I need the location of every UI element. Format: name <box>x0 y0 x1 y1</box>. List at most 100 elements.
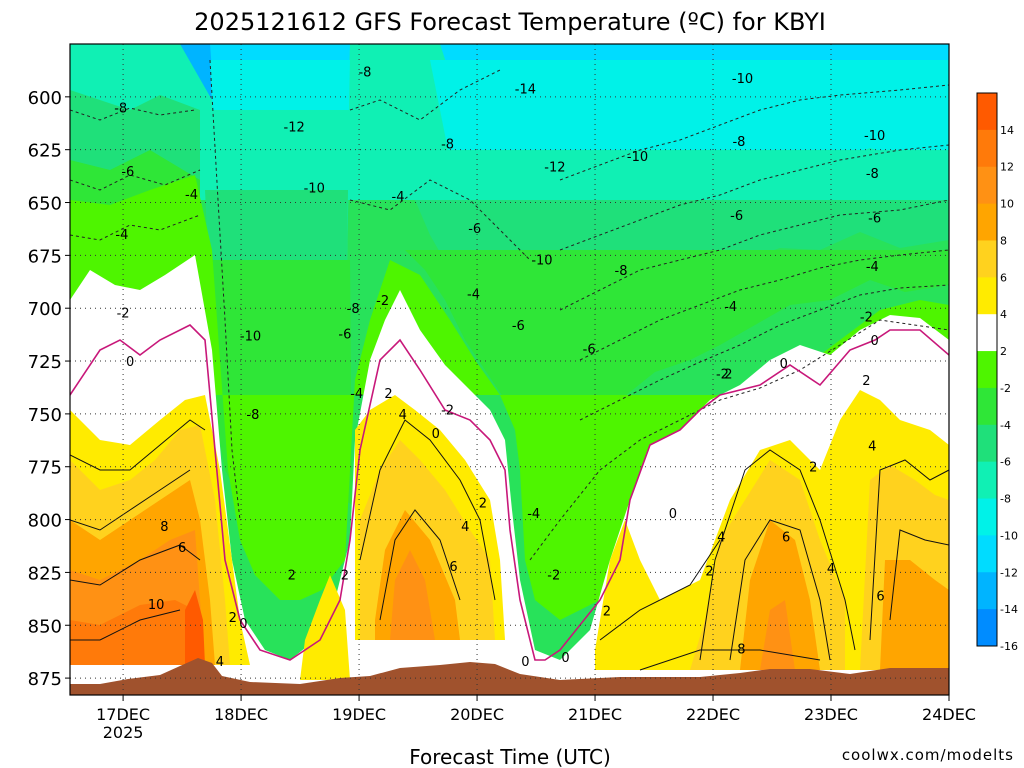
y-axis: 600 625 650 675 700 725 750 775 800 825 850 875 <box>28 88 70 690</box>
contour-label: 4 <box>216 655 224 670</box>
contour-label: -6 <box>583 342 596 357</box>
y-tick-label: 675 <box>28 246 62 267</box>
contour-line-negative <box>70 214 201 241</box>
colorbar-swatch <box>977 498 997 536</box>
contour-line-positive <box>699 449 856 661</box>
contour-label: -2 <box>860 311 873 326</box>
contour-label: -8 <box>441 137 454 152</box>
contour-line-positive <box>729 519 831 661</box>
x-tick-label: 21DEC <box>568 705 622 724</box>
contour-label: 2 <box>862 374 870 389</box>
contour-label: -2 <box>547 569 560 584</box>
contour-label: 2 <box>288 569 296 584</box>
x-tick-label: 18DEC <box>214 705 268 724</box>
contour-label: 0 <box>669 507 677 522</box>
y-tick-label: 650 <box>28 194 62 215</box>
colorbar-swatch <box>977 351 997 389</box>
colorbar-tick-label: -10 <box>1000 529 1018 542</box>
y-tick-label: 700 <box>28 299 62 320</box>
contour-label: 6 <box>449 560 457 575</box>
contour-label: 6 <box>782 530 790 545</box>
y-tick-label: 725 <box>28 352 62 373</box>
contour-line-negative <box>559 199 949 311</box>
y-tick-label: 625 <box>28 141 62 162</box>
contour-label: -10 <box>240 330 261 345</box>
y-tick-label: 825 <box>28 563 62 584</box>
contour-label: 6 <box>876 590 884 605</box>
x-tick-label: 20DEC <box>450 705 504 724</box>
contour-line-zero <box>70 324 949 661</box>
contour-label: -4 <box>115 228 128 243</box>
contour-label: 2 <box>229 611 237 626</box>
contour-label: -10 <box>304 182 325 197</box>
x-tick-label: 24DEC <box>922 705 976 724</box>
contour-label: -2 <box>376 294 389 309</box>
colorbar-tick-label: 14 <box>1000 124 1014 137</box>
contour-label: -8 <box>358 65 371 80</box>
x-tick-label: 19DEC <box>332 705 386 724</box>
contour-line-positive <box>70 609 181 641</box>
contour-label: 8 <box>160 520 168 535</box>
contour-label: 4 <box>717 530 725 545</box>
contour-label: -10 <box>732 72 753 87</box>
contour-line-positive <box>70 419 206 471</box>
x-axis-year-label: 2025 <box>103 723 144 742</box>
colorbar-swatch <box>977 277 997 315</box>
colorbar-tick-label: 2 <box>1000 345 1007 358</box>
contour-label: -2 <box>117 306 130 321</box>
y-tick-label: 775 <box>28 458 62 479</box>
chart-title: 2025121612 GFS Forecast Temperature (ºC)… <box>194 8 826 36</box>
y-tick-label: 850 <box>28 616 62 637</box>
contour-line-positive <box>70 544 201 586</box>
colorbar-swatch <box>977 240 997 278</box>
contour-label: 4 <box>461 520 469 535</box>
y-tick-label: 600 <box>28 88 62 109</box>
temperature-band <box>185 590 205 665</box>
contour-label: 0 <box>521 655 529 670</box>
credit-text: coolwx.com/modelts <box>842 746 1014 764</box>
contour-label: -6 <box>730 209 743 224</box>
temperature-band <box>200 250 949 510</box>
colorbar-tick-label: -8 <box>1000 493 1011 506</box>
contour-label: -14 <box>515 82 536 97</box>
contour-label: -2 <box>441 404 454 419</box>
colorbar-swatch <box>977 129 997 168</box>
colorbar-swatch <box>977 314 997 352</box>
contour-label: 6 <box>178 541 186 556</box>
contour-label: 4 <box>868 440 876 455</box>
contour-label: -6 <box>338 328 351 343</box>
contour-label: -8 <box>246 408 259 423</box>
temperature-bands <box>70 44 949 695</box>
contour-label: -8 <box>866 167 879 182</box>
contour-line-positive <box>869 459 949 641</box>
colorbar-swatch <box>977 166 997 205</box>
contour-line-negative <box>579 249 949 361</box>
colorbar-tick-label: 12 <box>1000 161 1014 174</box>
contour-label: 2 <box>724 368 732 383</box>
contour-label: -2 <box>716 368 729 383</box>
x-tick-label: 22DEC <box>686 705 740 724</box>
contour-label: -4 <box>866 260 879 275</box>
grid-lines <box>70 44 949 695</box>
colorbar-swatch <box>977 609 997 647</box>
contour-label: -4 <box>185 188 198 203</box>
colorbar-tick-label: 10 <box>1000 198 1014 211</box>
contour-label: 8 <box>737 643 745 658</box>
colorbar-swatch <box>977 424 997 463</box>
x-axis: 17DEC 18DEC 19DEC 20DEC 21DEC 22DEC 23DEC 24DEC <box>96 695 976 724</box>
x-axis-title: Forecast Time (UTC) <box>409 745 611 768</box>
colorbar-tick-label: 8 <box>1000 234 1007 247</box>
y-tick-label: 875 <box>28 669 62 690</box>
colorbar-swatch <box>977 572 997 610</box>
contour-label: 2 <box>705 564 713 579</box>
temperature-band <box>70 175 949 620</box>
colorbar-swatch <box>977 93 997 131</box>
colorbar-tick-label: -2 <box>1000 382 1011 395</box>
y-tick-label: 800 <box>28 511 62 532</box>
contour-line-positive <box>70 469 191 531</box>
contour-lines <box>70 59 949 671</box>
contour-label: -4 <box>392 190 405 205</box>
contour-label: -6 <box>468 222 481 237</box>
